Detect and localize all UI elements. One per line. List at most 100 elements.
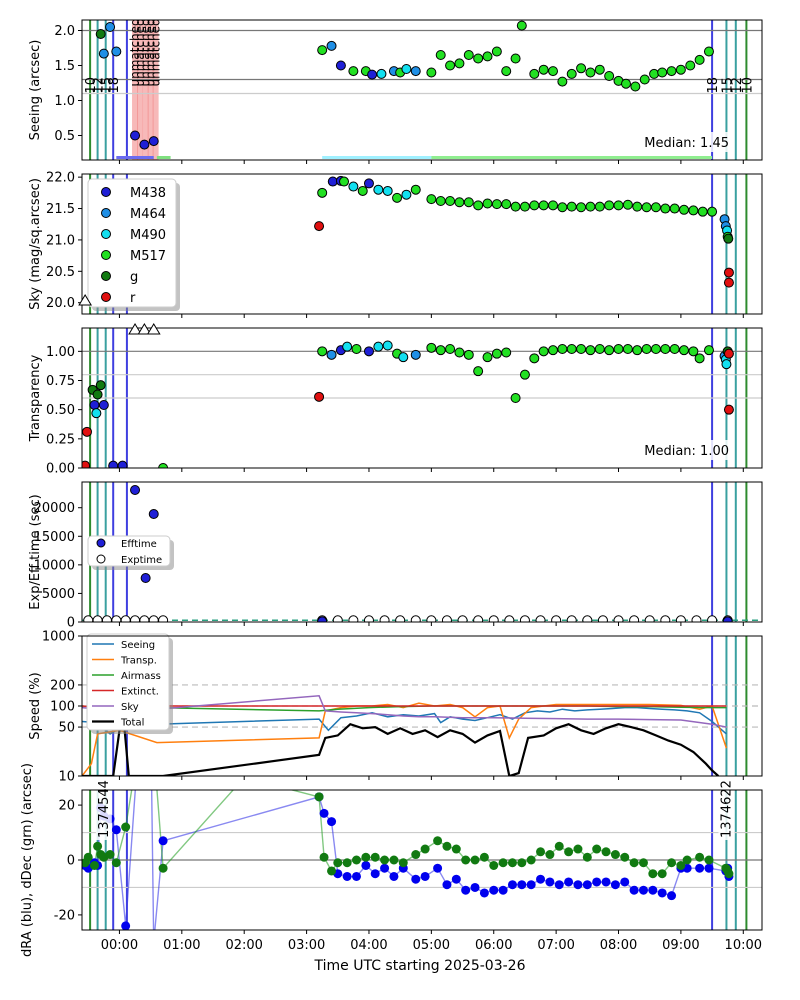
- data-point: [723, 267, 734, 278]
- exposure-label-box: [718, 778, 735, 840]
- data-point: [101, 187, 111, 197]
- legend-box: [87, 535, 171, 567]
- data-point: [445, 344, 456, 354]
- median-box: [632, 132, 730, 152]
- data-point: [576, 63, 587, 74]
- data-point: [649, 68, 660, 79]
- x-tick-label: 08:00: [600, 938, 637, 953]
- exptime-point: [101, 615, 112, 622]
- unmatched-label: unmatched: [149, 18, 163, 86]
- y-tick-label: 20: [58, 799, 75, 814]
- data-point: [105, 22, 116, 32]
- x-tick-label: 00:00: [101, 938, 138, 953]
- dra-point: [433, 863, 443, 873]
- data-point: [538, 346, 549, 357]
- data-point: [473, 366, 484, 377]
- data-point: [357, 185, 368, 196]
- ddec-point: [545, 850, 555, 860]
- ddec-point: [704, 855, 714, 865]
- ddec-point: [111, 858, 121, 868]
- data-point: [723, 277, 734, 288]
- coverage-strip: [431, 156, 713, 159]
- data-point: [130, 130, 141, 141]
- ddec-point: [134, 746, 143, 755]
- exptime-point: [675, 615, 686, 622]
- exptime-point: [130, 615, 141, 622]
- panel-speed: Seeing Transp. Airmass Extinct. Sky Total 10 50…: [28, 630, 763, 785]
- data-point: [101, 271, 111, 281]
- data-point: [92, 389, 103, 400]
- data-point: [548, 200, 559, 211]
- y-tick-label: -20: [54, 908, 75, 923]
- exptime-point: [148, 615, 159, 622]
- exptime-point: [582, 615, 593, 622]
- plot-area: [82, 636, 762, 776]
- ddec-point: [333, 858, 343, 868]
- speed-line-transp: [82, 702, 728, 776]
- data-point: [650, 344, 661, 354]
- data-point: [510, 393, 521, 403]
- dra-point: [573, 880, 583, 890]
- legend-entry: M464: [130, 207, 166, 222]
- y-tick-label: 5000: [42, 587, 75, 602]
- ddec-point: [451, 844, 461, 854]
- x-tick-label: 02:00: [225, 938, 262, 953]
- data-point: [363, 346, 374, 357]
- plot-area: [89, 174, 748, 314]
- ddec-point: [724, 869, 734, 879]
- data-point: [463, 50, 474, 60]
- offscale-marker: [146, 323, 161, 335]
- ddec-point: [610, 850, 620, 860]
- dra-point: [507, 880, 517, 890]
- plot-area: [82, 20, 762, 160]
- x-tick-label: 05:00: [413, 938, 450, 953]
- data-point: [516, 20, 527, 31]
- twilight-label: 12: [92, 77, 107, 94]
- data-point: [473, 53, 484, 64]
- ddec-point: [411, 850, 421, 860]
- ddec-point: [507, 858, 517, 868]
- legend-entry: M490: [130, 228, 166, 243]
- data-point: [613, 344, 624, 354]
- data-point: [697, 206, 708, 217]
- dra-point: [420, 871, 430, 881]
- data-point: [426, 67, 437, 78]
- y-tick-label: 1.5: [54, 59, 75, 74]
- data-point: [576, 344, 587, 354]
- data-point: [538, 200, 549, 211]
- data-point: [630, 81, 641, 92]
- dra-point: [564, 877, 574, 887]
- data-point: [594, 201, 605, 212]
- data-point: [382, 340, 393, 351]
- data-point: [98, 48, 109, 59]
- ddec-point: [158, 863, 168, 873]
- data-point: [604, 200, 615, 211]
- data-point: [529, 200, 540, 211]
- legend-marker: [96, 554, 106, 564]
- dra-point: [545, 877, 555, 887]
- data-point: [604, 345, 615, 356]
- ddec-point: [327, 866, 337, 876]
- data-point: [621, 78, 631, 89]
- data-point: [373, 184, 384, 195]
- dra-point: [526, 880, 536, 890]
- speed-line-total: [82, 707, 720, 776]
- data-point: [445, 195, 456, 206]
- y-tick-label: 0.00: [46, 462, 75, 477]
- dra-point: [610, 880, 620, 890]
- exptime-point: [629, 615, 640, 622]
- ddec-point: [498, 858, 508, 868]
- exposure-label-box: [95, 778, 112, 840]
- exptime-point: [644, 615, 655, 622]
- data-point: [703, 345, 714, 356]
- legend-entry: Seeing: [121, 640, 155, 651]
- data-point: [410, 66, 421, 77]
- dra-point: [554, 880, 564, 890]
- panel-offsets: 1374544 1374622 -20 0 20 00:00 01:00 02:00 03:00…: [20, 746, 763, 957]
- data-point: [463, 349, 474, 360]
- dra-point: [319, 808, 329, 818]
- ddec-point: [648, 869, 658, 879]
- data-point: [398, 352, 409, 363]
- y-tick-label: 20.5: [46, 265, 75, 280]
- data-point: [82, 426, 92, 437]
